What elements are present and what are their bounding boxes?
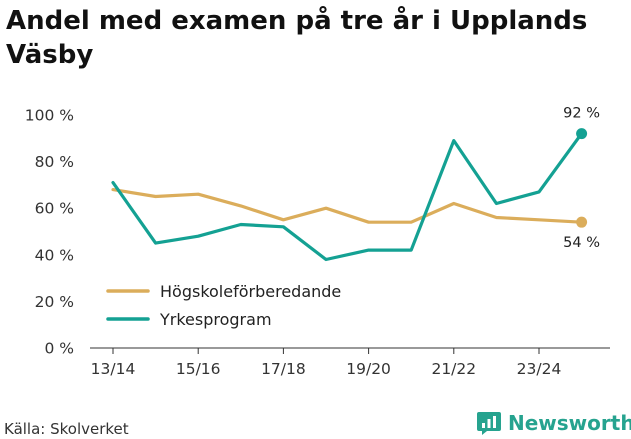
legend-label: Yrkesprogram [159, 310, 272, 329]
newsworthy-logo-icon [477, 412, 501, 435]
brand-name: Newsworthy [508, 411, 631, 435]
series-endpoint [576, 216, 588, 228]
y-tick-label: 20 % [35, 293, 74, 311]
series-endpoint [576, 128, 588, 140]
y-axis: 0 % 20 % 40 % 60 % 80 % 100 % [25, 107, 74, 358]
legend: Högskoleförberedande Yrkesprogram [106, 282, 341, 329]
brand-logo[interactable]: Newsworthy [476, 408, 631, 438]
x-tick-label: 17/18 [261, 360, 306, 378]
y-tick-label: 60 % [35, 200, 74, 218]
series-line [111, 132, 584, 262]
series-layer: 54 % 92 % [111, 106, 600, 262]
end-value-label: 54 % [563, 235, 600, 251]
x-tick-label: 13/14 [91, 360, 136, 378]
y-tick-label: 80 % [35, 153, 74, 171]
source-note: Källa: Skolverket [4, 420, 129, 438]
legend-label: Högskoleförberedande [160, 282, 341, 301]
end-value-label: 92 % [563, 106, 600, 122]
y-tick-label: 0 % [44, 340, 74, 358]
series-line [111, 188, 584, 224]
x-tick-label: 23/24 [517, 360, 562, 378]
y-tick-label: 40 % [35, 246, 74, 264]
x-axis: 13/14 15/16 17/18 19/20 21/22 23/24 [90, 347, 610, 378]
chart-title: Andel med examen på tre år i Upplands Vä… [6, 6, 588, 70]
x-tick-label: 21/22 [431, 360, 476, 378]
x-tick-label: 15/16 [176, 360, 221, 378]
x-tick-label: 19/20 [346, 360, 391, 378]
y-tick-label: 100 % [25, 107, 74, 125]
